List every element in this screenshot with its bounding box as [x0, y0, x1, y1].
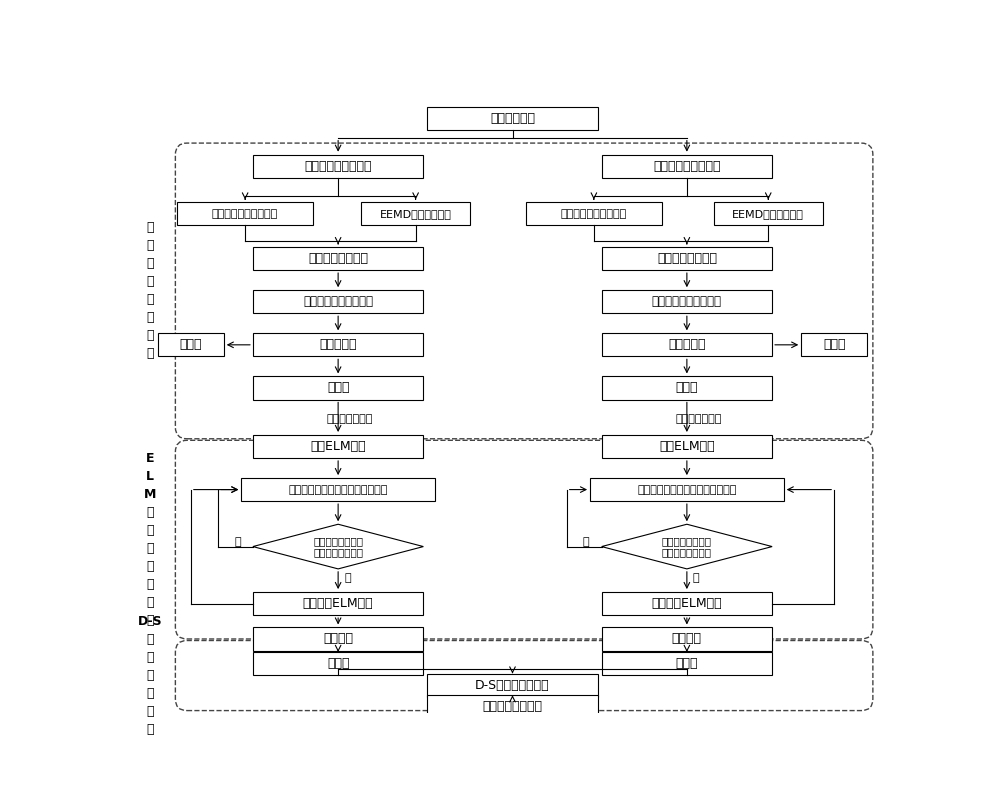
- FancyBboxPatch shape: [361, 203, 470, 225]
- Text: 电流信息源数据: 电流信息源数据: [675, 414, 722, 424]
- Text: 输出融合诊断结果: 输出融合诊断结果: [482, 700, 542, 713]
- Polygon shape: [253, 524, 423, 569]
- FancyBboxPatch shape: [253, 435, 423, 458]
- Text: 信任度: 信任度: [327, 657, 349, 670]
- Text: 输入激活函数、隐含层神经元数目: 输入激活函数、隐含层神经元数目: [637, 485, 737, 494]
- Text: 精度达到最大或模
型效果不再提升？: 精度达到最大或模 型效果不再提升？: [662, 536, 712, 557]
- Text: D-S组合及决策规则: D-S组合及决策规则: [475, 678, 550, 692]
- FancyBboxPatch shape: [526, 203, 662, 225]
- FancyBboxPatch shape: [253, 652, 423, 675]
- Polygon shape: [602, 524, 772, 569]
- Text: 训练好的ELM模型: 训练好的ELM模型: [303, 597, 373, 610]
- Text: 划分数据集: 划分数据集: [319, 338, 357, 352]
- FancyBboxPatch shape: [253, 290, 423, 313]
- FancyBboxPatch shape: [427, 674, 598, 697]
- FancyBboxPatch shape: [714, 203, 822, 225]
- FancyBboxPatch shape: [801, 333, 867, 356]
- Text: 统计信息提取特征向量: 统计信息提取特征向量: [561, 209, 627, 219]
- FancyBboxPatch shape: [602, 155, 772, 178]
- FancyBboxPatch shape: [253, 627, 423, 650]
- FancyBboxPatch shape: [602, 247, 772, 270]
- Text: 测试集: 测试集: [823, 338, 845, 352]
- FancyBboxPatch shape: [602, 652, 772, 675]
- Text: 精度达到最大或模
型效果不再提升？: 精度达到最大或模 型效果不再提升？: [313, 536, 363, 557]
- FancyBboxPatch shape: [253, 376, 423, 400]
- Text: E
L
M
网
络
构
建
与
训
练: E L M 网 络 构 建 与 训 练: [144, 452, 156, 627]
- FancyBboxPatch shape: [253, 155, 423, 178]
- FancyBboxPatch shape: [158, 333, 224, 356]
- FancyBboxPatch shape: [602, 376, 772, 400]
- Text: 主成分分析法降维: 主成分分析法降维: [657, 252, 717, 265]
- FancyBboxPatch shape: [602, 290, 772, 313]
- Text: 训练好的ELM模型: 训练好的ELM模型: [652, 597, 722, 610]
- Text: 否: 否: [234, 537, 241, 547]
- Text: 输入激活函数、隐含层神经元数目: 输入激活函数、隐含层神经元数目: [288, 485, 388, 494]
- FancyBboxPatch shape: [602, 627, 772, 650]
- Text: 测试输出: 测试输出: [323, 633, 353, 646]
- Text: D-S
证
据
理
论
融
合: D-S 证 据 理 论 融 合: [137, 615, 162, 736]
- Text: 训练集: 训练集: [676, 381, 698, 394]
- Text: 是: 是: [344, 574, 351, 583]
- FancyBboxPatch shape: [590, 478, 784, 501]
- Text: 获取最终故障特征向量: 获取最终故障特征向量: [652, 296, 722, 308]
- Text: 初始电流样本数据集: 初始电流样本数据集: [653, 159, 721, 173]
- FancyBboxPatch shape: [427, 107, 598, 130]
- Text: EEMD提取特征向量: EEMD提取特征向量: [380, 209, 452, 219]
- Text: 否: 否: [583, 537, 589, 547]
- FancyBboxPatch shape: [175, 641, 873, 710]
- FancyBboxPatch shape: [175, 441, 873, 639]
- Text: 主成分分析法降维: 主成分分析法降维: [308, 252, 368, 265]
- Text: 电
路
故
障
特
征
提
取: 电 路 故 障 特 征 提 取: [146, 221, 154, 360]
- FancyBboxPatch shape: [602, 592, 772, 615]
- FancyBboxPatch shape: [177, 203, 313, 225]
- Text: 测试集: 测试集: [180, 338, 202, 352]
- Text: 训练集: 训练集: [327, 381, 349, 394]
- FancyBboxPatch shape: [253, 247, 423, 270]
- FancyBboxPatch shape: [253, 333, 423, 356]
- FancyBboxPatch shape: [427, 695, 598, 718]
- Text: 电压信息源数据: 电压信息源数据: [327, 414, 373, 424]
- FancyBboxPatch shape: [175, 143, 873, 439]
- Text: 电路信号采集: 电路信号采集: [490, 112, 535, 125]
- Text: 构建ELM网络: 构建ELM网络: [310, 440, 366, 453]
- Text: 获取最终故障特征向量: 获取最终故障特征向量: [303, 296, 373, 308]
- Text: 初始电压样本数据集: 初始电压样本数据集: [304, 159, 372, 173]
- FancyBboxPatch shape: [241, 478, 435, 501]
- FancyBboxPatch shape: [602, 435, 772, 458]
- Text: 测试输出: 测试输出: [672, 633, 702, 646]
- Text: 划分数据集: 划分数据集: [668, 338, 706, 352]
- FancyBboxPatch shape: [602, 333, 772, 356]
- Text: 信任度: 信任度: [676, 657, 698, 670]
- Text: 是: 是: [693, 574, 699, 583]
- FancyBboxPatch shape: [253, 592, 423, 615]
- Text: 统计信息提取特征向量: 统计信息提取特征向量: [212, 209, 278, 219]
- Text: EEMD提取特征向量: EEMD提取特征向量: [732, 209, 804, 219]
- Text: 构建ELM网络: 构建ELM网络: [659, 440, 715, 453]
